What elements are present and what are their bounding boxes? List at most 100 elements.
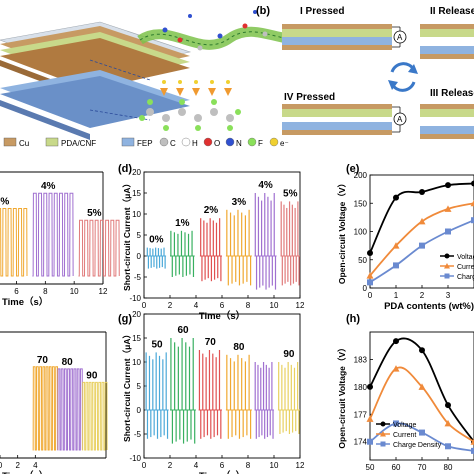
series-label: 3% xyxy=(0,197,9,208)
x-tick-label: 8 xyxy=(246,461,251,470)
x-tick-label: 10 xyxy=(70,287,79,296)
y-tick-label: 5 xyxy=(137,382,142,391)
data-point xyxy=(366,415,374,422)
series-label: 90 xyxy=(86,370,98,381)
series-label: 60 xyxy=(177,325,189,336)
x-tick-label: 80 xyxy=(444,463,453,472)
legend-label: H xyxy=(192,139,198,148)
stage-2-title: II Released xyxy=(430,6,474,17)
x-tick-label: 70 xyxy=(418,463,427,472)
x-tick-label: 12 xyxy=(296,461,305,470)
series-label: 80 xyxy=(62,357,74,368)
series-voltage xyxy=(367,337,474,445)
voltage-wave xyxy=(0,208,28,277)
current-series-0%: 0% xyxy=(146,235,167,269)
data-point xyxy=(393,194,399,201)
legend-label: F xyxy=(258,139,263,148)
chart-d-current-time: 0 2 4 6 8 10 12 -10 -5 0 5 10 15 20 Time（s） Short-circu… xyxy=(118,163,305,322)
legend-swatch xyxy=(3,137,17,147)
chart-e-pda-contents: 0 1 2 3 0 50 100 150 200 PDA contents (wt%) Open-c… xyxy=(337,163,474,312)
y-tick-label: 20 xyxy=(132,310,141,319)
voltage-wave xyxy=(57,368,83,451)
voltage-wave xyxy=(32,366,59,451)
voltage-series-3%: 3% xyxy=(0,197,28,277)
y-tick-label: -5 xyxy=(134,430,142,439)
fep-chain-illustration xyxy=(139,99,241,131)
series-label: 90 xyxy=(283,349,295,360)
stage-4-device: A xyxy=(282,104,407,135)
current-series-90: 90 xyxy=(277,349,300,434)
stage-1-device: A xyxy=(282,24,407,50)
data-point xyxy=(367,383,373,390)
y-axis-label: Short-circuit Current（μA） xyxy=(122,330,132,442)
data-point xyxy=(367,279,373,286)
series-charge-density xyxy=(367,217,474,286)
data-point xyxy=(445,182,451,189)
series-label: 0% xyxy=(149,235,164,246)
legend-swatch xyxy=(269,137,279,147)
x-tick-label: 2 xyxy=(168,301,173,310)
x-tick-label: 12 xyxy=(99,287,108,296)
y-tick-label: 0 xyxy=(137,252,142,261)
x-tick-label: 4 xyxy=(33,461,38,470)
series-label: 50 xyxy=(151,339,163,350)
legend-label: Charge Density xyxy=(393,442,442,449)
current-series-2%: 2% xyxy=(199,205,222,282)
x-tick-label: 50 xyxy=(366,463,375,472)
voltage-wave xyxy=(82,381,108,451)
legend-label: Current xyxy=(457,264,474,271)
voltage-wave xyxy=(78,219,120,277)
electron-transfer-arrows xyxy=(160,80,232,96)
y-tick-label: -10 xyxy=(129,294,141,303)
y-tick-label: 0 xyxy=(137,406,142,415)
current-series-50: 50 xyxy=(145,339,169,439)
data-point xyxy=(444,205,452,212)
series-label: 2% xyxy=(204,205,219,216)
series-current xyxy=(366,199,474,279)
data-point xyxy=(470,199,474,207)
legend-swatch xyxy=(247,137,257,147)
legend-label: Charge Density xyxy=(457,274,474,281)
legend-marker xyxy=(444,273,450,279)
data-point xyxy=(418,383,426,390)
data-point xyxy=(471,447,474,454)
current-series-80: 80 xyxy=(225,342,252,439)
legend-label: Voltage xyxy=(457,254,474,261)
x-tick-label: 4 xyxy=(194,301,199,310)
data-point xyxy=(393,420,399,427)
series-label: 4% xyxy=(41,181,56,192)
legend-label: O xyxy=(214,139,220,148)
x-tick-label: 4 xyxy=(194,461,199,470)
data-point xyxy=(392,242,400,249)
data-point xyxy=(419,347,425,354)
series-label: 70 xyxy=(205,337,217,348)
y-tick-label: 10 xyxy=(132,358,141,367)
data-point xyxy=(445,228,451,235)
data-point xyxy=(445,402,451,409)
data-point xyxy=(418,217,426,225)
y-tick-label: 200 xyxy=(354,171,368,180)
legend-swatch xyxy=(45,137,59,147)
y-tick-label: 174 xyxy=(354,438,368,447)
voltage-series-70: 70 xyxy=(32,355,59,451)
panel-label: (d) xyxy=(118,163,132,175)
x-tick-label: 2 xyxy=(168,461,173,470)
series-line xyxy=(369,337,474,443)
legend-marker xyxy=(380,441,386,447)
legend-label: Current xyxy=(393,432,416,439)
x-tick-label: 0 xyxy=(368,291,373,300)
x-tick-label: 0 xyxy=(142,301,147,310)
x-tick-label: 2 xyxy=(15,461,20,470)
legend-swatch xyxy=(181,137,191,147)
panel-label: (h) xyxy=(346,313,360,325)
chart-g-current-time: 0 2 4 6 8 10 12 -10 -5 0 5 10 15 20 Time（s） Short-circu… xyxy=(118,310,305,474)
x-tick-label: 6 xyxy=(220,461,225,470)
data-point xyxy=(367,438,373,445)
series-label: 70 xyxy=(37,355,49,366)
voltage-series-4%: 4% xyxy=(32,181,74,277)
ammeter-icon xyxy=(393,30,407,44)
legend-marker xyxy=(380,421,386,427)
plot-frame xyxy=(143,171,301,299)
data-point xyxy=(471,217,474,224)
chart-legend: Voltage Current Charge Density xyxy=(376,421,442,449)
